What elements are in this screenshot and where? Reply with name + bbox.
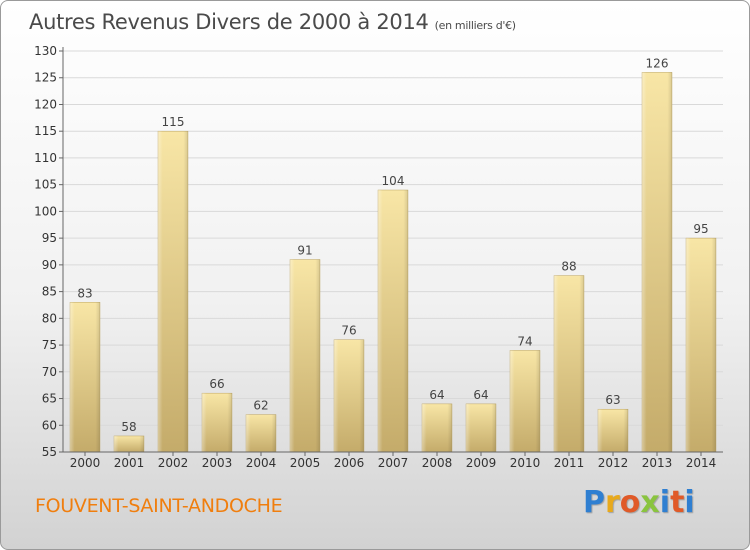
x-tick-label-2012: 2012 bbox=[598, 456, 629, 470]
bar-shade-2010 bbox=[510, 350, 540, 452]
y-tick-label: 130 bbox=[34, 44, 57, 58]
value-label-2013: 126 bbox=[646, 56, 669, 70]
value-label-2008: 64 bbox=[429, 388, 444, 402]
bars bbox=[69, 72, 717, 453]
logo-letter: x bbox=[640, 485, 660, 520]
bar-shade-2011 bbox=[554, 275, 584, 452]
proxiti-logo: Proxiti bbox=[583, 485, 695, 520]
y-tick-label: 115 bbox=[34, 124, 57, 138]
chart-title-unit: (en milliers d'€) bbox=[434, 19, 516, 32]
logo-letter: o bbox=[619, 485, 641, 520]
x-tick-label-2002: 2002 bbox=[158, 456, 189, 470]
bar-shade-2000 bbox=[70, 302, 100, 452]
x-tick-label-2007: 2007 bbox=[378, 456, 409, 470]
y-tick-label: 120 bbox=[34, 97, 57, 111]
value-label-2014: 95 bbox=[693, 222, 708, 236]
y-tick-label: 55 bbox=[42, 445, 57, 459]
y-tick-label: 70 bbox=[42, 365, 57, 379]
bar-shade-2001 bbox=[114, 435, 144, 452]
y-tick-label: 125 bbox=[34, 71, 57, 85]
bar-shade-2013 bbox=[642, 72, 672, 453]
x-tick-label-2008: 2008 bbox=[422, 456, 453, 470]
y-tick-label: 110 bbox=[34, 151, 57, 165]
x-tick-label-2000: 2000 bbox=[70, 456, 101, 470]
y-tick-label: 65 bbox=[42, 392, 57, 406]
bar-shade-2005 bbox=[290, 259, 320, 452]
x-tick-label-2006: 2006 bbox=[334, 456, 365, 470]
bar-shade-2012 bbox=[598, 409, 628, 452]
value-label-2002: 115 bbox=[162, 115, 185, 129]
x-tick-label-2013: 2013 bbox=[642, 456, 673, 470]
logo-letter: i bbox=[659, 485, 671, 520]
x-tick-label-2004: 2004 bbox=[246, 456, 277, 470]
x-tick-label-2011: 2011 bbox=[554, 456, 585, 470]
logo-letter: t bbox=[670, 485, 685, 520]
x-tick-label-2001: 2001 bbox=[114, 456, 145, 470]
bar-shade-2007 bbox=[378, 190, 408, 452]
y-tick-label: 100 bbox=[34, 204, 57, 218]
chart-title: Autres Revenus Divers de 2000 à 2014 (en … bbox=[29, 10, 516, 34]
logo-letter: P bbox=[583, 485, 605, 520]
x-tick-label-2003: 2003 bbox=[202, 456, 233, 470]
y-tick-label: 80 bbox=[42, 311, 57, 325]
bar-shade-2003 bbox=[202, 393, 232, 452]
bar-shade-2004 bbox=[246, 414, 276, 452]
y-tick-label: 95 bbox=[42, 231, 57, 245]
value-label-2000: 83 bbox=[77, 286, 92, 300]
x-tick-label-2009: 2009 bbox=[466, 456, 497, 470]
y-tick-label: 60 bbox=[42, 418, 57, 432]
bar-shade-2014 bbox=[686, 238, 716, 452]
y-tick-label: 85 bbox=[42, 285, 57, 299]
x-tick-label-2005: 2005 bbox=[290, 456, 321, 470]
bar-shade-2009 bbox=[466, 403, 496, 452]
value-label-2011: 88 bbox=[561, 260, 576, 274]
value-label-2009: 64 bbox=[473, 388, 488, 402]
value-label-2005: 91 bbox=[297, 244, 312, 258]
place-name: FOUVENT-SAINT-ANDOCHE bbox=[35, 495, 283, 517]
bar-shade-2008 bbox=[422, 403, 452, 452]
y-tick-label: 90 bbox=[42, 258, 57, 272]
value-label-2012: 63 bbox=[605, 393, 620, 407]
logo-letter: i bbox=[684, 485, 695, 520]
value-label-2006: 76 bbox=[341, 324, 356, 338]
value-labels: 83 58 115 66 62 91 76 104 64 64 74 88 63 126 95 bbox=[77, 56, 708, 434]
y-tick-label: 75 bbox=[42, 338, 57, 352]
chart-title-text: Autres Revenus Divers de 2000 à 2014 bbox=[29, 10, 429, 34]
x-tick-label-2010: 2010 bbox=[510, 456, 541, 470]
value-label-2004: 62 bbox=[253, 399, 268, 413]
value-label-2003: 66 bbox=[209, 377, 224, 391]
y-tick-label: 105 bbox=[34, 178, 57, 192]
axes: 55 60 65 70 75 80 85 90 95 100 105 110 115 120 125 130 2… bbox=[34, 44, 723, 470]
bar-shade-2006 bbox=[334, 339, 364, 452]
value-label-2001: 58 bbox=[121, 420, 136, 434]
value-label-2010: 74 bbox=[517, 334, 532, 348]
x-tick-label-2014: 2014 bbox=[686, 456, 717, 470]
logo-letter: r bbox=[605, 485, 620, 520]
bar-shade-2002 bbox=[158, 131, 188, 452]
value-label-2007: 104 bbox=[382, 174, 405, 188]
